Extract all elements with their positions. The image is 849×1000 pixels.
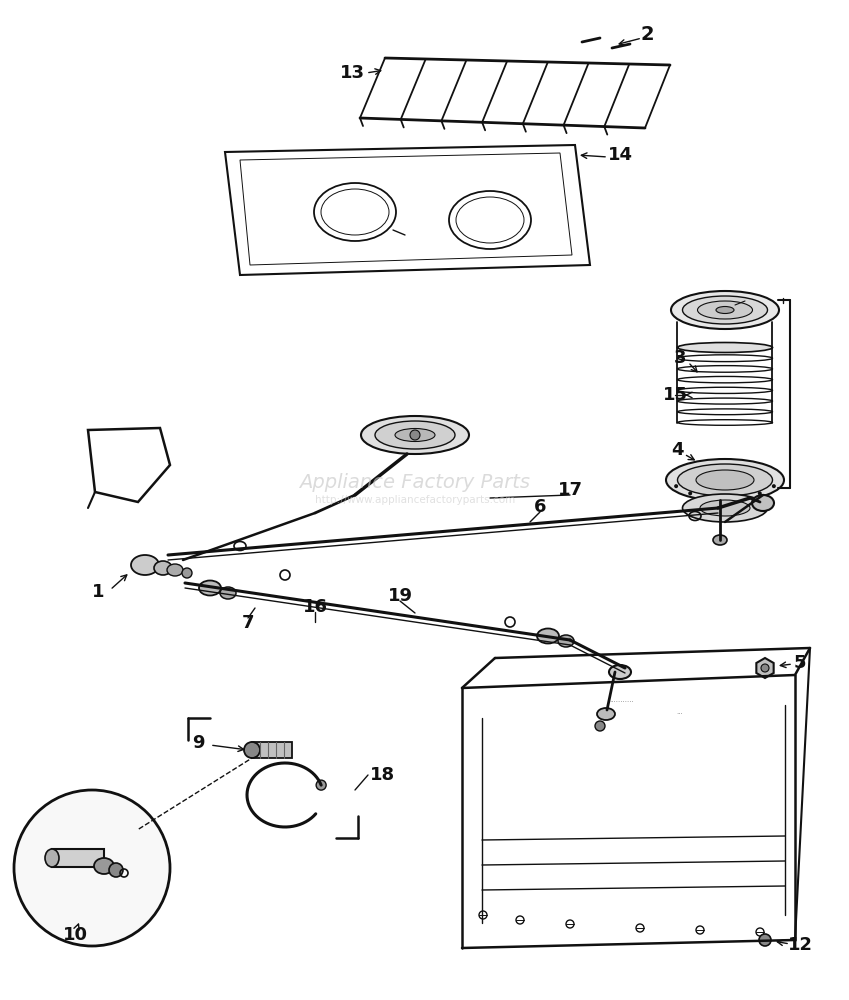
Ellipse shape — [678, 464, 773, 496]
Polygon shape — [756, 658, 773, 678]
Text: 19: 19 — [387, 587, 413, 605]
Circle shape — [182, 568, 192, 578]
Ellipse shape — [375, 421, 455, 449]
Ellipse shape — [671, 291, 779, 329]
Ellipse shape — [537, 629, 559, 644]
Text: 16: 16 — [302, 598, 328, 616]
Ellipse shape — [752, 495, 774, 511]
Bar — [252, 742, 292, 758]
Ellipse shape — [244, 742, 260, 758]
Circle shape — [759, 934, 771, 946]
Text: 12: 12 — [788, 936, 812, 954]
Circle shape — [674, 484, 678, 488]
Text: 7: 7 — [242, 614, 254, 632]
Text: 18: 18 — [370, 766, 395, 784]
Circle shape — [410, 430, 420, 440]
Circle shape — [758, 491, 762, 495]
Ellipse shape — [167, 564, 183, 576]
Text: http://www.appliancefactoryparts.com: http://www.appliancefactoryparts.com — [315, 495, 515, 505]
Text: 3: 3 — [674, 349, 686, 367]
Ellipse shape — [131, 555, 159, 575]
Text: 5: 5 — [794, 654, 807, 672]
Text: ...........: ........... — [610, 697, 634, 703]
Text: 9: 9 — [192, 734, 205, 752]
Circle shape — [711, 495, 714, 499]
Ellipse shape — [698, 301, 752, 319]
Ellipse shape — [154, 561, 172, 575]
Ellipse shape — [683, 494, 767, 522]
Text: 6: 6 — [534, 498, 546, 516]
Bar — [52, 849, 104, 867]
Circle shape — [316, 780, 326, 790]
Text: 1: 1 — [92, 583, 104, 601]
Text: ...: ... — [677, 709, 683, 715]
Ellipse shape — [713, 535, 727, 545]
Text: 17: 17 — [558, 481, 582, 499]
Circle shape — [689, 491, 692, 495]
Ellipse shape — [361, 416, 469, 454]
Ellipse shape — [716, 306, 734, 314]
Text: 10: 10 — [63, 926, 87, 944]
Ellipse shape — [94, 858, 114, 874]
Ellipse shape — [45, 849, 59, 867]
Ellipse shape — [609, 665, 631, 679]
Text: 2: 2 — [640, 25, 654, 44]
Text: 14: 14 — [608, 146, 633, 164]
Text: 4: 4 — [671, 441, 683, 459]
Text: 13: 13 — [340, 64, 364, 82]
Ellipse shape — [700, 500, 750, 516]
Ellipse shape — [558, 635, 574, 647]
Circle shape — [761, 664, 769, 672]
Text: Appliance Factory Parts: Appliance Factory Parts — [300, 474, 531, 492]
Ellipse shape — [683, 296, 767, 324]
Circle shape — [14, 790, 170, 946]
Ellipse shape — [597, 708, 615, 720]
Ellipse shape — [666, 459, 784, 501]
Circle shape — [109, 863, 123, 877]
Circle shape — [735, 495, 739, 499]
Ellipse shape — [395, 428, 435, 442]
Ellipse shape — [220, 587, 236, 599]
Circle shape — [595, 721, 605, 731]
Ellipse shape — [678, 342, 773, 353]
Ellipse shape — [696, 470, 754, 490]
Circle shape — [772, 484, 776, 488]
Text: 15: 15 — [662, 386, 688, 404]
Ellipse shape — [199, 580, 221, 595]
